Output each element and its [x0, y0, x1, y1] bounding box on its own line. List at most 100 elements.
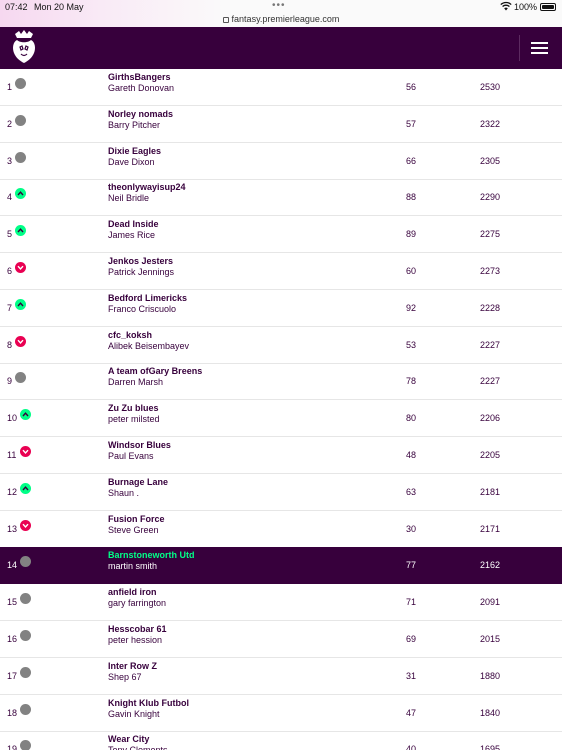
team-name[interactable]: Norley nomads [108, 108, 174, 119]
team-name[interactable]: Windsor Blues [108, 440, 171, 450]
status-date: Mon 20 May [34, 2, 84, 12]
no-change-icon [20, 593, 31, 605]
gameweek-points: 57 [406, 118, 417, 129]
chevron-down-icon [20, 446, 31, 457]
gameweek-points: 80 [406, 413, 417, 424]
no-change-icon [15, 114, 26, 126]
manager-name: Gavin Knight [108, 708, 160, 719]
table-row[interactable]: 2 Norley nomads Barry Pitcher 57 2322 [0, 106, 562, 143]
manager-name: Tony Clements [108, 745, 168, 750]
team-name[interactable]: theonlywayisup24 [108, 182, 186, 193]
team-name[interactable]: Fusion Force [108, 513, 165, 524]
rank-number: 2 [7, 118, 13, 129]
total-points: 2273 [480, 266, 501, 276]
table-row[interactable]: 17 Inter Row Z Shep 67 31 1880 [0, 658, 562, 695]
no-change-icon [20, 666, 31, 678]
team-name[interactable]: Barnstoneworth Utd [108, 550, 195, 561]
team-name[interactable]: Dead Inside [108, 219, 159, 230]
wifi-icon [500, 1, 512, 11]
no-change-icon [20, 556, 31, 568]
chevron-up-icon [15, 188, 26, 200]
team-name[interactable]: Bedford Limericks [108, 292, 188, 303]
site-header [0, 27, 562, 69]
total-points: 2091 [480, 597, 501, 608]
gameweek-points: 88 [406, 192, 417, 203]
team-name[interactable]: Jenkos Jesters [108, 256, 174, 266]
team-name[interactable]: Zu Zu blues [108, 403, 159, 414]
table-row[interactable]: 15 anfield iron gary farrington 71 2091 [0, 584, 562, 622]
table-row[interactable]: 11 Windsor Blues Paul Evans 48 2205 [0, 437, 562, 474]
rank-number: 14 [7, 560, 18, 571]
table-row[interactable]: 18 Knight Klub Futbol Gavin Knight 47 1840 [0, 695, 562, 732]
battery-icon [540, 3, 556, 11]
gameweek-points: 63 [406, 486, 417, 497]
gameweek-points: 56 [406, 82, 417, 92]
rank-number: 17 [7, 670, 18, 681]
gameweek-points: 89 [406, 229, 417, 240]
team-name[interactable]: Dixie Eagles [108, 145, 162, 156]
gameweek-points: 69 [406, 634, 417, 644]
no-change-icon [20, 630, 31, 641]
table-row[interactable]: 19 Wear CityTony Clements 40 1695 [0, 731, 562, 750]
hamburger-menu-icon[interactable] [531, 42, 548, 54]
table-row[interactable]: 6 Jenkos Jesters Patrick Jennings 60 2273 [0, 253, 562, 290]
team-name[interactable]: A team ofGary Breens [108, 366, 203, 377]
table-row[interactable]: 4 theonlywayisup24 Neil Bridle 88 2290 [0, 179, 562, 217]
table-row[interactable]: 8 cfc_koksh Alibek Beisembayev 53 2227 [0, 327, 562, 364]
no-change-icon [20, 740, 31, 750]
no-change-icon [20, 703, 31, 715]
gameweek-points: 31 [406, 670, 417, 681]
total-points: 2206 [480, 413, 501, 424]
rank-number: 13 [7, 523, 18, 534]
gameweek-points: 77 [406, 560, 417, 571]
team-name[interactable]: cfc_koksh [108, 329, 153, 340]
team-name[interactable]: Inter Row Z [108, 660, 157, 671]
rank-number: 5 [7, 229, 13, 240]
chevron-down-icon [20, 519, 31, 531]
manager-name: Darren Marsh [108, 377, 164, 388]
manager-name: gary farrington [108, 598, 167, 609]
table-row[interactable]: 14 Barnstoneworth Utd martin smith 77 2162 [0, 547, 562, 585]
rank-number: 3 [7, 155, 13, 166]
team-name[interactable]: GirthsBangers [108, 72, 171, 82]
team-name[interactable]: Wear City [108, 734, 150, 745]
manager-name: Paul Evans [108, 451, 154, 461]
manager-name: Patrick Jennings [108, 267, 175, 277]
total-points: 1880 [480, 670, 501, 681]
table-row[interactable]: 12 Burnage Lane Shaun . 63 2181 [0, 474, 562, 511]
chevron-up-icon [20, 482, 31, 494]
manager-name: peter milsted [108, 414, 160, 425]
rank-number: 8 [7, 339, 13, 350]
no-change-icon [15, 151, 26, 163]
multitasking-dots-icon[interactable]: ••• [272, 0, 286, 11]
table-row[interactable]: 10 Zu Zu blues peter milsted 80 2206 [0, 400, 562, 438]
team-name[interactable]: Knight Klub Futbol [108, 697, 189, 708]
status-time: 07:42 [5, 2, 28, 12]
table-row[interactable]: 13 Fusion Force Steve Green 30 2171 [0, 511, 562, 548]
team-name[interactable]: anfield iron [108, 587, 157, 598]
table-row[interactable]: 9 A team ofGary Breens Darren Marsh 78 2227 [0, 363, 562, 401]
chevron-up-icon [15, 225, 26, 237]
manager-name: James Rice [108, 230, 156, 241]
premier-league-lion-icon[interactable] [10, 30, 38, 64]
team-name[interactable]: Hesscobar 61 [108, 624, 167, 634]
rank-number: 7 [7, 302, 13, 313]
table-row[interactable]: 16 Hesscobar 61 peter hession 69 2015 [0, 621, 562, 658]
manager-name: Steve Green [108, 524, 159, 535]
manager-name: Dave Dixon [108, 156, 155, 167]
total-points: 2205 [480, 450, 501, 460]
gameweek-points: 60 [406, 266, 417, 276]
total-points: 2181 [480, 486, 501, 497]
manager-name: Barry Pitcher [108, 119, 161, 130]
table-row[interactable]: 7 Bedford Limericks Franco Criscuolo 92 2228 [0, 290, 562, 327]
rank-number: 18 [7, 707, 18, 718]
table-row[interactable]: 3 Dixie Eagles Dave Dixon 66 2305 [0, 143, 562, 180]
table-row[interactable]: 5 Dead Inside James Rice 89 2275 [0, 216, 562, 254]
table-row[interactable]: 1 GirthsBangers Gareth Donovan 56 2530 [0, 69, 562, 106]
manager-name: martin smith [108, 561, 158, 572]
address-bar[interactable]: fantasy.premierleague.com [0, 14, 562, 24]
total-points: 2290 [480, 192, 501, 203]
rank-number: 6 [7, 266, 13, 276]
team-name[interactable]: Burnage Lane [108, 476, 169, 487]
manager-name: Shep 67 [108, 671, 142, 682]
